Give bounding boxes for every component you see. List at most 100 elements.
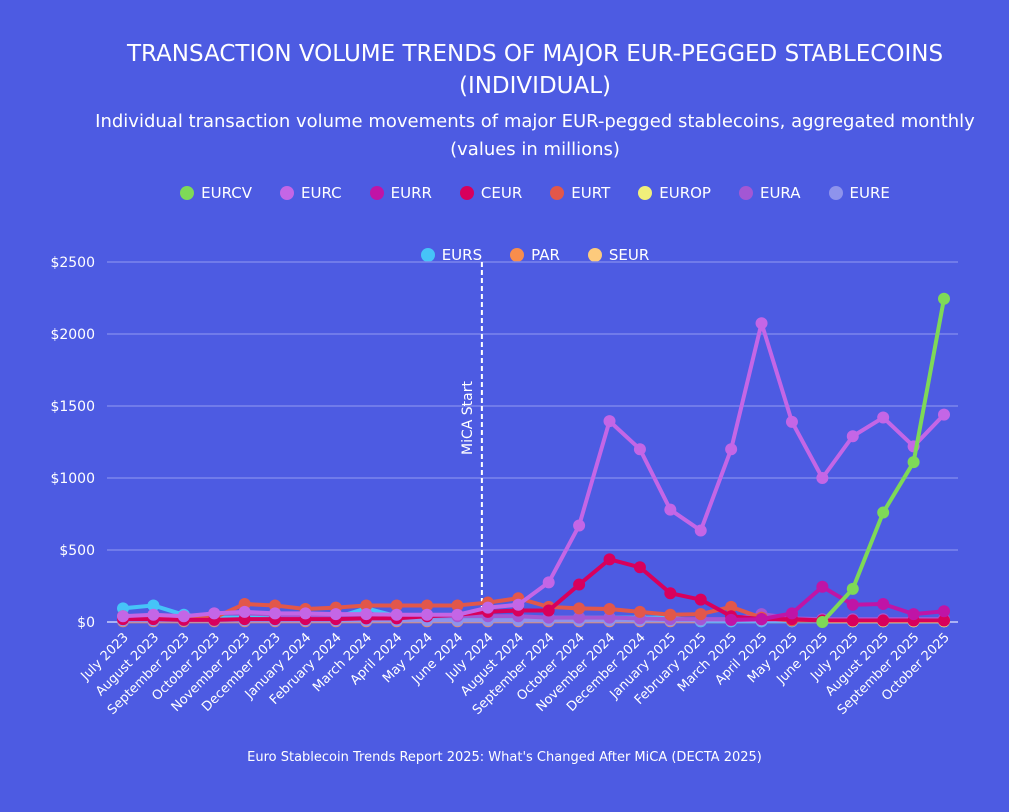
legend-marker xyxy=(828,186,843,200)
data-point-eurt xyxy=(725,600,738,613)
legend-label: PAR xyxy=(531,246,560,264)
data-point-eurr xyxy=(755,613,768,626)
data-point-ceur xyxy=(603,553,616,566)
y-tick-label: $1500 xyxy=(50,399,95,415)
chart-subtitle: Individual transaction volume movements … xyxy=(95,111,975,160)
data-point-eurt xyxy=(360,599,373,612)
data-point-eurc xyxy=(360,608,373,621)
legend-marker xyxy=(420,248,435,262)
data-point-eura xyxy=(603,611,616,624)
legend-item-eurcv[interactable]: EURCV xyxy=(180,182,252,204)
legend-item-ceur[interactable]: CEUR xyxy=(459,182,523,204)
data-point-eurt xyxy=(421,599,434,612)
data-point-eurr xyxy=(785,607,798,620)
data-point-ceur xyxy=(573,578,586,591)
data-point-eurc xyxy=(573,519,586,532)
legend-label: SEUR xyxy=(608,246,650,264)
legend-marker xyxy=(550,186,565,200)
data-point-eurcv xyxy=(846,582,859,595)
series-line-ceur xyxy=(123,557,944,623)
y-tick-label: $2000 xyxy=(50,327,95,343)
legend-label: EURC xyxy=(301,184,342,202)
legend-item-eurs[interactable]: EURS xyxy=(420,244,483,266)
series-line-eurc xyxy=(122,321,946,619)
data-point-eurc xyxy=(299,607,312,620)
data-point-eurc xyxy=(390,608,403,621)
data-point-eurc xyxy=(938,408,950,421)
data-point-ceur xyxy=(694,593,707,606)
legend-item-eure[interactable]: EURE xyxy=(828,182,890,204)
legend-item-eura[interactable]: EURA xyxy=(738,182,801,204)
data-point-eurt xyxy=(390,599,403,612)
data-point-eurc xyxy=(816,472,829,484)
legend-label: EURA xyxy=(759,184,801,202)
series-line-eurcv xyxy=(820,298,946,624)
data-point-eurcv xyxy=(877,506,890,519)
legend-label: EURE xyxy=(849,184,890,202)
legend-item-seur[interactable]: SEUR xyxy=(587,244,650,266)
data-point-eurt xyxy=(451,599,464,612)
y-tick-label: $2500 xyxy=(50,255,95,271)
data-point-eurr xyxy=(907,608,920,621)
legend-item-eurt[interactable]: EURT xyxy=(550,182,610,204)
data-point-eurc xyxy=(846,430,859,443)
data-point-eurc xyxy=(208,607,221,620)
data-point-eurc xyxy=(694,524,707,537)
legend-marker xyxy=(459,186,474,200)
data-point-eurcv xyxy=(907,456,920,469)
data-point-eurc xyxy=(664,503,677,516)
data-point-eurr xyxy=(846,598,859,611)
data-point-eurcv xyxy=(938,292,950,305)
legend-item-par[interactable]: PAR xyxy=(510,244,560,266)
chart-title: TRANSACTION VOLUME TRENDS OF MAJOR EUR-P… xyxy=(126,41,944,99)
data-point-eurr xyxy=(938,605,950,618)
data-point-eurc xyxy=(481,601,494,614)
data-point-eurc xyxy=(147,608,160,621)
data-point-eurc xyxy=(603,415,616,428)
data-point-eurc xyxy=(329,608,342,621)
data-point-eurc xyxy=(755,317,768,330)
source-note: Euro Stablecoin Trends Report 2025: What… xyxy=(247,750,762,765)
legend-marker xyxy=(180,186,195,200)
legend-label: EURR xyxy=(390,184,432,202)
data-point-ceur xyxy=(877,614,890,627)
data-point-eurc xyxy=(451,608,464,621)
data-point-eurr xyxy=(725,613,738,626)
data-point-eurt xyxy=(573,602,586,615)
data-point-eurc xyxy=(542,576,555,589)
data-point-ceur xyxy=(664,587,677,600)
data-point-eurc xyxy=(177,610,190,623)
data-point-eurr xyxy=(877,598,890,610)
legend-item-eurc[interactable]: EURC xyxy=(280,182,342,204)
data-point-eurr xyxy=(816,580,829,593)
legend-item-eurr[interactable]: EURR xyxy=(369,182,432,204)
data-point-eurc xyxy=(633,443,646,456)
data-point-ceur xyxy=(542,604,555,617)
y-tick-label: $500 xyxy=(59,543,95,559)
legend-marker xyxy=(280,186,294,200)
mica-start-label: MiCA Start xyxy=(460,381,476,455)
y-tick-label: $0 xyxy=(77,615,95,631)
data-point-eurc xyxy=(725,443,738,456)
data-point-eurc xyxy=(785,415,798,428)
data-point-ceur xyxy=(938,614,950,627)
legend: EURCV EURC EURR CEUR EURT EUROP EURA EURE EURS PA… xyxy=(140,182,930,266)
legend-marker xyxy=(587,248,602,262)
legend-label: CEUR xyxy=(480,184,523,202)
data-point-ceur xyxy=(846,614,859,627)
legend-marker xyxy=(510,248,525,262)
legend-marker xyxy=(638,186,653,200)
legend-marker xyxy=(369,186,384,200)
legend-item-europ[interactable]: EUROP xyxy=(638,182,711,204)
data-point-eurt xyxy=(664,608,677,621)
y-tick-label: $1000 xyxy=(50,471,95,487)
data-point-eurc xyxy=(117,610,129,623)
legend-label: EURCV xyxy=(201,184,252,202)
data-point-eurt xyxy=(633,605,646,618)
legend-marker xyxy=(738,186,753,200)
legend-label: EURS xyxy=(441,246,483,264)
data-point-eurc xyxy=(512,598,525,611)
data-point-eurc xyxy=(877,411,890,424)
data-point-eura xyxy=(573,611,586,624)
